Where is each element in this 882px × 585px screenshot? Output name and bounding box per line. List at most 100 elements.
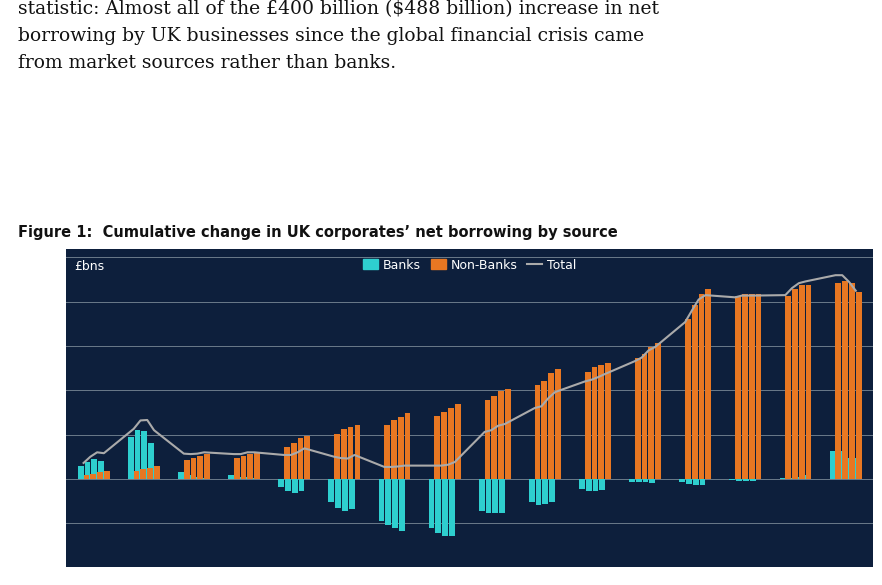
Bar <box>579 479 585 488</box>
Bar <box>756 294 761 479</box>
Bar <box>649 479 655 483</box>
Bar <box>699 479 706 484</box>
Bar <box>429 479 435 528</box>
Bar <box>535 479 542 505</box>
Bar <box>843 457 849 479</box>
Bar <box>793 477 799 479</box>
Bar <box>441 412 447 479</box>
Bar <box>835 283 841 479</box>
Bar <box>285 479 291 491</box>
Bar <box>479 479 484 511</box>
Bar <box>555 369 561 479</box>
Bar <box>398 417 404 479</box>
Bar <box>605 363 611 479</box>
Bar <box>97 472 103 479</box>
Bar <box>499 479 505 514</box>
Bar <box>542 479 549 504</box>
Bar <box>241 456 246 479</box>
Bar <box>178 472 183 479</box>
Bar <box>334 433 340 479</box>
Bar <box>204 453 210 479</box>
Bar <box>92 459 97 479</box>
Bar <box>436 479 441 533</box>
Bar <box>335 479 341 508</box>
Bar <box>750 479 756 481</box>
Bar <box>198 456 203 479</box>
Bar <box>292 479 297 493</box>
Bar <box>391 421 397 479</box>
Bar <box>98 461 104 479</box>
Bar <box>328 479 334 502</box>
Bar <box>642 354 647 479</box>
Bar <box>235 477 241 479</box>
Bar <box>385 479 391 525</box>
Bar <box>348 479 355 509</box>
Bar <box>849 283 855 479</box>
Bar <box>134 471 139 479</box>
Bar <box>585 371 591 479</box>
Bar <box>405 414 410 479</box>
Bar <box>304 436 310 479</box>
Legend: Banks, Non-Banks, Total: Banks, Non-Banks, Total <box>359 255 580 276</box>
Bar <box>805 285 811 479</box>
Bar <box>154 466 160 479</box>
Bar <box>104 471 109 479</box>
Bar <box>600 479 605 490</box>
Text: Figure 1:  Cumulative change in UK corporates’ net borrowing by source: Figure 1: Cumulative change in UK corpor… <box>18 225 617 240</box>
Bar <box>279 479 284 487</box>
Bar <box>491 395 497 479</box>
Bar <box>655 342 661 479</box>
Bar <box>635 359 640 479</box>
Bar <box>598 364 604 479</box>
Bar <box>780 477 785 479</box>
Bar <box>254 453 260 479</box>
Bar <box>706 290 711 479</box>
Bar <box>455 404 460 479</box>
Bar <box>435 416 440 479</box>
Bar <box>342 479 348 511</box>
Bar <box>392 479 398 528</box>
Bar <box>736 297 741 479</box>
Bar <box>736 479 742 481</box>
Bar <box>183 460 190 479</box>
Bar <box>449 479 455 536</box>
Bar <box>234 457 240 479</box>
Bar <box>141 431 147 479</box>
Bar <box>729 479 736 480</box>
Bar <box>691 305 698 479</box>
Bar <box>586 479 592 491</box>
Text: £bns: £bns <box>74 260 104 273</box>
Bar <box>385 425 390 479</box>
Bar <box>799 285 804 479</box>
Bar <box>685 319 691 479</box>
Bar <box>693 479 699 484</box>
Bar <box>542 381 547 479</box>
Bar <box>185 476 191 479</box>
Bar <box>90 474 96 479</box>
Bar <box>198 477 204 479</box>
Bar <box>800 476 805 479</box>
Bar <box>529 479 534 502</box>
Bar <box>148 443 154 479</box>
Bar <box>742 294 748 479</box>
Bar <box>135 430 140 479</box>
Bar <box>147 468 153 479</box>
Bar <box>830 452 835 479</box>
Bar <box>297 438 303 479</box>
Bar <box>299 479 304 491</box>
Bar <box>648 347 654 479</box>
Bar <box>355 425 360 479</box>
Bar <box>787 477 792 479</box>
Bar <box>341 429 347 479</box>
Bar <box>679 479 685 483</box>
Bar <box>242 477 248 479</box>
Bar <box>534 385 541 479</box>
Bar <box>128 437 134 479</box>
Bar <box>850 457 856 479</box>
Bar <box>686 479 691 484</box>
Bar <box>505 390 511 479</box>
Bar <box>448 408 453 479</box>
Bar <box>442 479 448 536</box>
Bar <box>249 478 254 479</box>
Bar <box>84 476 89 479</box>
